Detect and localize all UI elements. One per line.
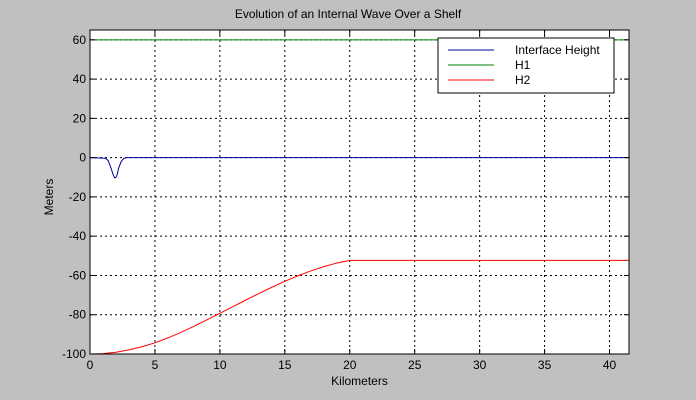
x-tick-label: 20 (343, 358, 357, 372)
x-tick-label: 5 (152, 358, 159, 372)
x-tick-label: 30 (473, 358, 487, 372)
series-line-h2 (89, 259, 629, 355)
y-tick-label: 40 (73, 72, 87, 86)
y-tick-label: -20 (69, 190, 87, 204)
y-tick-label: 60 (73, 33, 87, 47)
x-tick-label: 35 (538, 358, 552, 372)
x-axis-label: Kilometers (331, 374, 388, 388)
y-tick-label: -60 (69, 268, 87, 282)
x-tick-label: 25 (408, 358, 422, 372)
x-tick-label: 40 (603, 358, 617, 372)
legend-label: H1 (515, 58, 531, 72)
legend-label: H2 (515, 73, 531, 87)
y-tick-label: -40 (69, 229, 87, 243)
y-tick-label: -80 (69, 308, 87, 322)
axes-frame (89, 29, 630, 355)
x-tick-label: 0 (87, 358, 94, 372)
chart-title: Evolution of an Internal Wave Over a She… (234, 7, 462, 21)
y-axis-label: Meters (42, 178, 56, 216)
x-tick-label: 15 (278, 358, 292, 372)
x-tick-label: 10 (213, 358, 227, 372)
y-tick-label: 20 (73, 111, 87, 125)
y-tick-label: -100 (62, 347, 86, 361)
series-line-interface-height (89, 157, 629, 179)
legend-label: Interface Height (515, 43, 600, 57)
y-tick-label: 0 (79, 151, 86, 165)
